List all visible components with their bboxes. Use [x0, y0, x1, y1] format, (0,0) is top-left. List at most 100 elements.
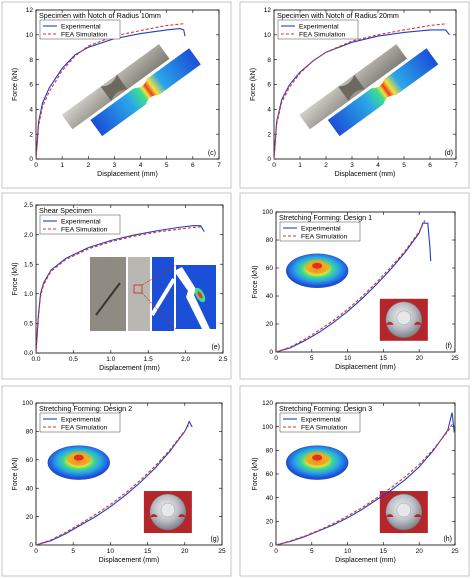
- part-notch: [413, 514, 422, 518]
- part-notch: [149, 514, 158, 518]
- x-tick-label: 6: [428, 162, 432, 169]
- formed-dome: [396, 310, 412, 326]
- y-tick-label: 100: [22, 400, 33, 407]
- y-axis-label: Force (kN): [252, 457, 259, 490]
- x-tick-label: 5: [165, 162, 169, 169]
- y-tick-label: 0: [267, 156, 271, 163]
- x-tick-label: 0: [274, 548, 278, 555]
- y-tick-label: 2.0: [24, 232, 33, 239]
- legend-entry: FEA Simulation: [61, 424, 108, 431]
- x-tick-label: 2.0: [181, 356, 190, 363]
- chart-title: Shear Specimen: [39, 206, 92, 215]
- specimen-photo-inset: [61, 44, 201, 137]
- chart-title: Stretching Forming: Design 1: [279, 213, 372, 222]
- x-tick-label: 10: [344, 355, 352, 362]
- x-tick-label: 20: [416, 548, 424, 555]
- x-tick-label: 6: [191, 162, 195, 169]
- part-notch: [385, 321, 394, 325]
- y-tick-label: 4: [29, 107, 33, 114]
- y-tick-label: 20: [26, 514, 34, 521]
- x-tick-label: 4: [376, 162, 380, 169]
- y-tick-label: 60: [266, 265, 274, 272]
- shear-photo: [90, 257, 126, 331]
- y-tick-label: 2.5: [24, 202, 33, 209]
- panel-label: (g): [210, 536, 219, 543]
- x-tick-label: 20: [416, 355, 424, 362]
- series-experimental-line: [273, 29, 450, 160]
- legend-box: [39, 214, 121, 235]
- y-axis-label: Force (kN): [250, 68, 257, 101]
- x-tick-label: 20: [181, 548, 189, 555]
- panel-label: (f): [445, 343, 452, 350]
- legend-box: [279, 412, 361, 433]
- specimen-photo-inset: [299, 44, 439, 137]
- y-tick-label: 10: [264, 32, 272, 39]
- chart-title: Stretching Forming: Design 2: [39, 404, 132, 413]
- x-axis-label: Displacement (mm): [99, 365, 160, 372]
- fea-notch-top: [134, 78, 148, 89]
- series-simulation-line: [35, 23, 184, 160]
- chart-title: Specimen with Notch of Radius 20mm: [277, 11, 399, 20]
- chart-panel-e: 0.0 0.5 1.0 1.5 2.0 2.5 0.0 0.5 1.0 1.5 2.0 2.5 Disp…: [1, 192, 232, 380]
- y-tick-label: 0.5: [24, 321, 33, 328]
- x-tick-label: 5: [310, 355, 314, 362]
- x-tick-label: 15: [380, 548, 388, 555]
- chart-panel-h: 0 5 10 15 20 25 0 20 40 60 80 100 120 Displacement (m…: [239, 385, 470, 577]
- x-tick-label: 1.5: [144, 356, 153, 363]
- y-axis-label: Force (kN): [12, 457, 19, 490]
- part-notch: [177, 514, 186, 518]
- chart-title: Specimen with Notch of Radius 10mm: [39, 11, 161, 20]
- y-tick-label: 60: [266, 471, 274, 478]
- x-tick-label: 4: [139, 162, 143, 169]
- series-simulation-line: [35, 425, 189, 546]
- series-experimental-line: [35, 28, 186, 160]
- legend-entry: Experimental: [61, 23, 101, 30]
- y-tick-label: 12: [264, 7, 272, 14]
- y-tick-label: 20: [266, 321, 274, 328]
- panel-frame: [1, 192, 232, 380]
- x-tick-label: 5: [310, 548, 314, 555]
- part-notch: [413, 321, 422, 325]
- series-simulation-line: [275, 422, 454, 546]
- series-experimental-line: [35, 225, 205, 354]
- series-simulation-line: [35, 226, 201, 354]
- zoom-line: [141, 264, 177, 286]
- x-tick-label: 0: [34, 548, 38, 555]
- plot-area: [35, 402, 223, 546]
- legend-box: [277, 19, 359, 40]
- x-tick-label: 0: [34, 162, 38, 169]
- x-axis-label: Displacement (mm): [335, 171, 396, 178]
- y-tick-label: 0: [29, 542, 33, 549]
- x-tick-label: 7: [217, 162, 221, 169]
- fea-zoom-slot: [174, 267, 210, 329]
- y-tick-label: 0: [29, 156, 33, 163]
- legend-box: [279, 221, 361, 242]
- y-tick-label: 8: [267, 57, 271, 64]
- panel-frame: [1, 385, 232, 577]
- y-tick-label: 6: [29, 82, 33, 89]
- y-tick-label: 80: [26, 429, 34, 436]
- x-tick-label: 15: [380, 355, 388, 362]
- x-tick-label: 5: [402, 162, 406, 169]
- panel-label: (d): [444, 150, 453, 157]
- panel-frame: [239, 192, 470, 380]
- panel-frame: [1, 1, 232, 189]
- x-axis-label: Displacement (mm): [97, 171, 158, 178]
- formed-dome: [160, 502, 176, 518]
- fea-dome-core: [312, 262, 323, 269]
- legend-entry: FEA Simulation: [301, 424, 348, 431]
- legend-entry: FEA Simulation: [301, 233, 348, 240]
- fea-notch-bottom: [383, 94, 397, 105]
- y-axis-label: Force (kN): [12, 262, 19, 295]
- panel-label: (e): [211, 344, 220, 351]
- panel-frame: [239, 1, 470, 189]
- fea-dome-core: [312, 454, 323, 461]
- x-tick-label: 5: [71, 548, 75, 555]
- x-tick-label: 0: [274, 355, 278, 362]
- legend-entry: FEA Simulation: [299, 31, 346, 38]
- y-tick-label: 0.0: [24, 350, 33, 357]
- x-tick-label: 15: [144, 548, 152, 555]
- y-tick-label: 40: [26, 485, 34, 492]
